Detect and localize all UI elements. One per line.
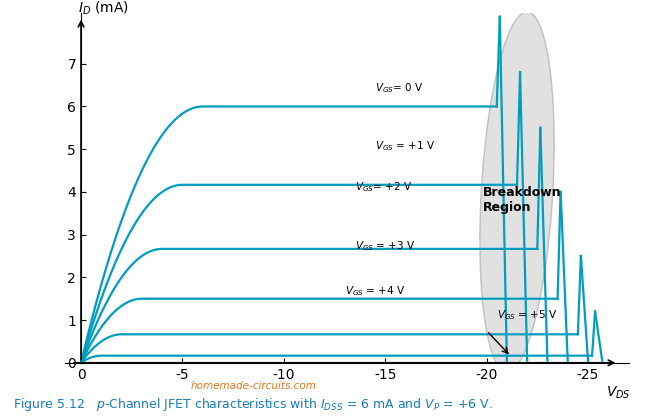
Text: $V_{GS}$= 0 V: $V_{GS}$= 0 V [375,82,424,95]
Text: $V_{GS}$ = +4 V: $V_{GS}$ = +4 V [345,284,405,298]
Text: $V_{GS}$ = +3 V: $V_{GS}$ = +3 V [355,240,415,254]
Text: $V_{GS}$ = +5 V: $V_{GS}$ = +5 V [497,308,557,322]
Text: $V_{GS}$= +2 V: $V_{GS}$= +2 V [355,180,412,193]
Text: $V_{GS}$ = +1 V: $V_{GS}$ = +1 V [375,139,435,153]
Text: Breakdown
Region: Breakdown Region [483,186,561,214]
Text: Figure 5.12   $\it{p}$-Channel JFET characteristics with $I_{DSS}$ = 6 mA and $V: Figure 5.12 $\it{p}$-Channel JFET charac… [13,396,493,413]
Text: $V_{DS}$: $V_{DS}$ [606,384,631,401]
Ellipse shape [480,12,554,372]
Text: homemade-circuits.com: homemade-circuits.com [191,381,316,391]
Text: $I_D$ (mA): $I_D$ (mA) [78,0,129,17]
